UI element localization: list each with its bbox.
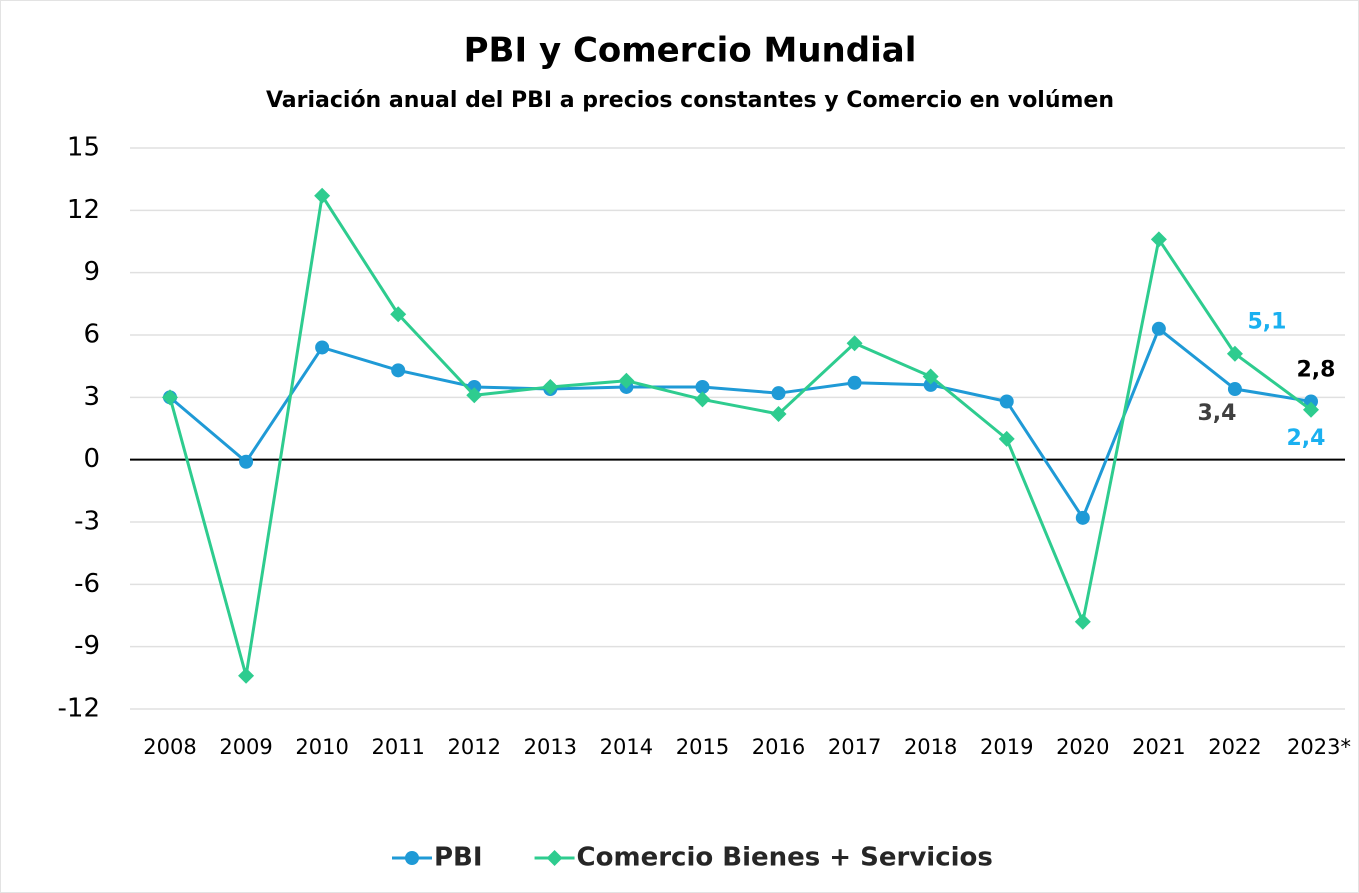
x-tick-label: 2013 bbox=[524, 735, 577, 759]
x-tick-label: 2011 bbox=[371, 735, 424, 759]
data-point bbox=[846, 335, 863, 352]
data-point bbox=[999, 394, 1014, 409]
data-point bbox=[770, 405, 787, 422]
chart-subtitle: Variación anual del PBI a precios consta… bbox=[266, 88, 1114, 113]
data-label: 2,4 bbox=[1287, 426, 1326, 451]
data-point bbox=[1226, 345, 1243, 362]
data-point bbox=[998, 430, 1015, 447]
data-point bbox=[315, 340, 330, 355]
data-point bbox=[1150, 231, 1167, 248]
x-tick-label: 2008 bbox=[143, 735, 196, 759]
data-label: 2,8 bbox=[1297, 357, 1336, 382]
x-tick-label: 2019 bbox=[980, 735, 1033, 759]
x-tick-label: 2018 bbox=[904, 735, 957, 759]
y-tick-label: 9 bbox=[83, 257, 100, 287]
y-tick-label: 12 bbox=[67, 195, 100, 225]
x-tick-label: 2021 bbox=[1132, 735, 1185, 759]
data-point bbox=[694, 391, 711, 408]
y-tick-label: -9 bbox=[74, 631, 100, 661]
data-point bbox=[390, 306, 407, 323]
series-line bbox=[168, 191, 1312, 677]
data-point bbox=[391, 363, 406, 378]
x-tick-label: 2014 bbox=[600, 735, 653, 759]
x-tick-label: 2010 bbox=[295, 735, 348, 759]
x-tick-label: 2022 bbox=[1208, 735, 1261, 759]
data-point bbox=[314, 187, 331, 204]
data-point bbox=[162, 389, 178, 406]
legend-label: PBI bbox=[434, 843, 483, 873]
data-point bbox=[1304, 394, 1318, 409]
y-tick-label: 6 bbox=[83, 320, 100, 350]
x-tick-label: 2009 bbox=[219, 735, 272, 759]
legend-marker bbox=[546, 850, 563, 866]
y-tick-label: -6 bbox=[74, 569, 100, 599]
data-point bbox=[618, 372, 635, 389]
y-tick-label: -3 bbox=[74, 507, 100, 537]
data-point bbox=[239, 454, 254, 469]
x-tick-label: 2012 bbox=[448, 735, 501, 759]
data-point bbox=[1151, 321, 1166, 336]
chart-title: PBI y Comercio Mundial bbox=[464, 31, 917, 71]
x-tick-label: 2023* bbox=[1287, 735, 1351, 759]
data-point bbox=[238, 667, 255, 684]
y-tick-label: 15 bbox=[67, 133, 100, 163]
data-point bbox=[1074, 613, 1091, 630]
data-point bbox=[1303, 401, 1319, 418]
data-label: 5,1 bbox=[1247, 310, 1286, 335]
data-point bbox=[923, 377, 938, 392]
legend-label: Comercio Bienes + Servicios bbox=[577, 843, 993, 873]
data-point bbox=[542, 378, 559, 395]
x-tick-label: 2016 bbox=[752, 735, 805, 759]
y-tick-label: -12 bbox=[58, 694, 100, 724]
y-tick-label: 3 bbox=[83, 382, 100, 412]
y-tick-label: 0 bbox=[83, 444, 100, 474]
data-point bbox=[466, 387, 483, 404]
data-point bbox=[771, 386, 786, 401]
data-point bbox=[695, 379, 710, 394]
data-point bbox=[1227, 382, 1242, 397]
x-tick-label: 2015 bbox=[676, 735, 729, 759]
data-point bbox=[922, 368, 939, 385]
data-point bbox=[847, 375, 862, 390]
x-tick-label: 2017 bbox=[828, 735, 881, 759]
data-label: 3,4 bbox=[1197, 401, 1236, 426]
data-point bbox=[1075, 510, 1090, 525]
x-tick-label: 2020 bbox=[1056, 735, 1109, 759]
legend-marker bbox=[405, 851, 419, 865]
